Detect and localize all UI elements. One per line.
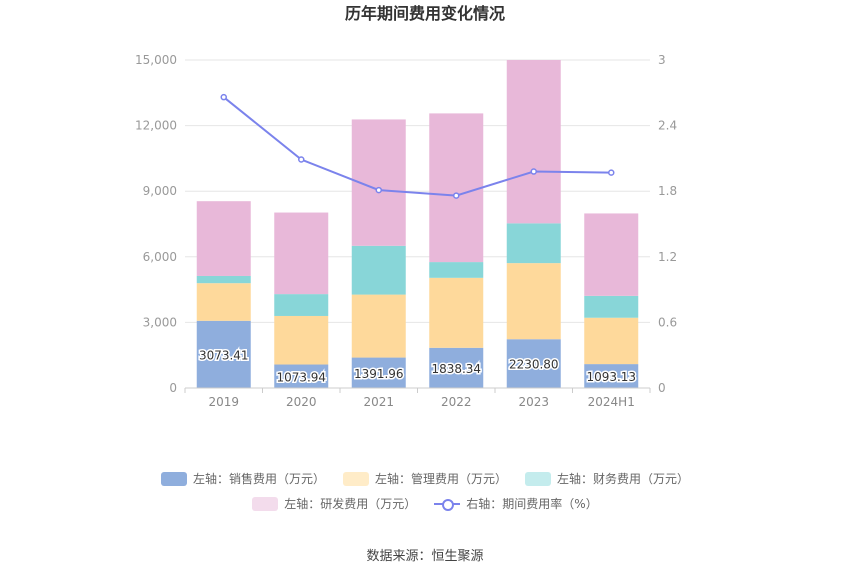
bar-segment-1-2024H1[interactable] bbox=[584, 364, 639, 388]
rate-point[interactable] bbox=[453, 192, 460, 199]
left-tick-label: 6,000 bbox=[143, 250, 177, 264]
left-tick-label: 0 bbox=[169, 381, 177, 395]
rate-point[interactable] bbox=[608, 169, 615, 176]
bar-segment-3-2023[interactable] bbox=[506, 223, 561, 264]
bar-segment-3-2020[interactable] bbox=[274, 294, 329, 316]
bar-segment-1-2020[interactable] bbox=[274, 364, 329, 388]
legend-label-sales: 左轴：销售费用（万元） bbox=[192, 472, 325, 486]
bar-segment-3-2022[interactable] bbox=[429, 262, 484, 278]
x-tick-label: 2020 bbox=[286, 395, 317, 409]
bar-data-label: 3073.41 bbox=[199, 348, 249, 362]
legend-item-rd[interactable]: 左轴：研发费用（万元） bbox=[252, 495, 416, 512]
right-tick-label: 1.2 bbox=[658, 250, 677, 264]
bar-segment-1-2023[interactable] bbox=[506, 339, 561, 388]
bar-segment-4-2022[interactable] bbox=[429, 113, 484, 263]
right-tick-label: 3 bbox=[658, 53, 666, 67]
legend-swatch-admin bbox=[342, 471, 369, 486]
x-tick-label: 2021 bbox=[363, 395, 394, 409]
legend-item-finance[interactable]: 左轴：财务费用（万元） bbox=[525, 470, 689, 487]
rate-point[interactable] bbox=[375, 186, 382, 194]
right-tick-label: 0.6 bbox=[658, 315, 677, 329]
right-tick-label: 2.4 bbox=[658, 119, 677, 133]
rate-line bbox=[223, 96, 612, 197]
bar-data-label: 2230.80 bbox=[509, 358, 559, 372]
chart-title: 历年期间费用变化情况 bbox=[345, 4, 505, 23]
bar-data-label: 1838.34 bbox=[431, 362, 481, 376]
rate-point[interactable] bbox=[298, 156, 305, 163]
bar-segment-4-2024H1[interactable] bbox=[584, 213, 639, 296]
bar-segment-2-2019[interactable] bbox=[196, 283, 251, 321]
line-series bbox=[220, 93, 615, 199]
x-tick-label: 2024H1 bbox=[588, 395, 635, 409]
left-tick-label: 15,000 bbox=[135, 53, 177, 67]
bar-segment-2-2024H1[interactable] bbox=[584, 317, 639, 365]
legend-row-1: 左轴：销售费用（万元） 左轴：管理费用（万元） 左轴：财务费用（万元） bbox=[0, 470, 850, 487]
right-tick-label: 0 bbox=[658, 381, 666, 395]
legend-swatch-finance bbox=[525, 471, 551, 486]
bar-segment-1-2019[interactable] bbox=[196, 320, 251, 388]
bar-segment-4-2020[interactable] bbox=[274, 212, 329, 295]
left-tick-label: 12,000 bbox=[135, 119, 177, 133]
legend-swatch-sales bbox=[160, 471, 187, 486]
bar-segment-2-2023[interactable] bbox=[506, 263, 561, 340]
legend-label-rate: 右轴：期间费用率（%） bbox=[466, 497, 598, 511]
data-labels: 3073.41 1073.94 1391.96 1838.34 2230.80 1093.… bbox=[197, 347, 637, 386]
data-source: 数据来源：恒生聚源 bbox=[366, 549, 484, 564]
bar-data-label: 1073.94 bbox=[276, 370, 326, 384]
bar-data-label: 1391.96 bbox=[354, 367, 404, 381]
bar-segment-1-2021[interactable] bbox=[351, 357, 406, 388]
bar-segment-4-2019[interactable] bbox=[196, 201, 251, 276]
bar-segment-4-2023[interactable] bbox=[506, 59, 561, 224]
bar-series bbox=[196, 59, 639, 388]
x-tick-label: 2023 bbox=[518, 395, 549, 409]
legend-item-rate[interactable]: 右轴：期间费用率（%） bbox=[434, 495, 598, 512]
x-axis: 2019 2020 2021 2022 2023 2024H1 bbox=[184, 387, 651, 409]
legend-row-2: 左轴：研发费用（万元） 右轴：期间费用率（%） bbox=[0, 495, 850, 512]
legend-swatch-rd bbox=[252, 496, 279, 511]
bar-segment-3-2019[interactable] bbox=[196, 275, 251, 284]
right-tick-label: 1.8 bbox=[658, 184, 677, 198]
bar-segment-3-2024H1[interactable] bbox=[584, 295, 639, 318]
legend-label-rd: 左轴：研发费用（万元） bbox=[284, 497, 417, 511]
bar-segment-3-2021[interactable] bbox=[351, 245, 406, 295]
bar-segment-2-2021[interactable] bbox=[351, 294, 406, 358]
legend-item-admin[interactable]: 左轴：管理费用（万元） bbox=[342, 470, 507, 487]
legend-label-finance: 左轴：财务费用（万元） bbox=[557, 472, 690, 486]
rate-point[interactable] bbox=[220, 93, 227, 101]
rate-point[interactable] bbox=[530, 168, 537, 175]
bar-segment-2-2022[interactable] bbox=[429, 277, 484, 348]
left-tick-label: 3,000 bbox=[143, 315, 177, 329]
x-tick-label: 2022 bbox=[441, 395, 472, 409]
legend-item-sales[interactable]: 左轴：销售费用（万元） bbox=[160, 470, 325, 487]
legend: 左轴：销售费用（万元） 左轴：管理费用（万元） 左轴：财务费用（万元） 左轴：研… bbox=[0, 470, 850, 520]
right-axis: 0 0.6 1.2 1.8 2.4 3 bbox=[658, 53, 677, 395]
grid-lines bbox=[185, 59, 650, 323]
x-tick-label: 2019 bbox=[208, 395, 239, 409]
bar-segment-2-2020[interactable] bbox=[274, 315, 329, 365]
left-tick-label: 9,000 bbox=[143, 184, 177, 198]
left-axis: 0 3,000 6,000 9,000 12,000 15,000 bbox=[135, 53, 177, 395]
bar-segment-1-2022[interactable] bbox=[429, 347, 484, 388]
legend-swatch-rate bbox=[434, 497, 461, 511]
bar-data-label: 1093.13 bbox=[586, 370, 636, 384]
legend-label-admin: 左轴：管理费用（万元） bbox=[374, 472, 507, 486]
chart-svg: 历年期间费用变化情况 03,0006,0009,00012,00015,000 … bbox=[135, 4, 677, 409]
